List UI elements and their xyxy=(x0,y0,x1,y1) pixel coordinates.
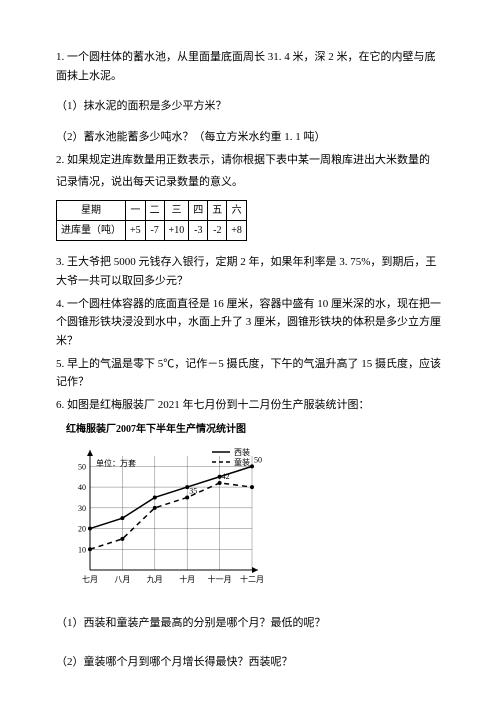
svg-text:单位：万套: 单位：万套 xyxy=(96,458,136,468)
cell-qty-header: 进库量（吨） xyxy=(57,221,126,241)
q6-sub2: （2）童装哪个月到哪个月增长得最快？西装呢？ xyxy=(56,653,444,672)
svg-text:30: 30 xyxy=(78,503,86,512)
q1-stem: 1. 一个圆柱体的蓄水池，从里面量底面周长 31. 4 米，深 2 米，在它的内… xyxy=(56,48,444,85)
cell-day: 一 xyxy=(126,201,146,221)
table-row: 星期 一 二 三 四 五 六 xyxy=(57,201,247,221)
svg-text:八月: 八月 xyxy=(114,575,130,584)
cell-qty: +8 xyxy=(227,221,247,241)
svg-text:十一月: 十一月 xyxy=(208,574,232,584)
cell-day: 六 xyxy=(227,201,247,221)
svg-text:50: 50 xyxy=(254,455,262,464)
cell-day-header: 星期 xyxy=(57,201,126,221)
q2-stem: 2. 如果规定进库数量用正数表示，请你根据下表中某一周粮库进出大米数量的 xyxy=(56,151,444,170)
q2-table: 星期 一 二 三 四 五 六 进库量（吨） +5 -7 +10 -3 -2 +8 xyxy=(56,200,247,241)
svg-text:西装: 西装 xyxy=(234,447,250,457)
q1-sub1: （1）抹水泥的面积是多少平方米？ xyxy=(56,97,444,116)
q6-sub1: （1）西装和童装产量最高的分别是哪个月？最低的呢？ xyxy=(56,614,444,633)
svg-text:童装: 童装 xyxy=(234,457,250,467)
svg-text:十月: 十月 xyxy=(179,574,195,584)
cell-qty: -3 xyxy=(189,221,208,241)
svg-text:50: 50 xyxy=(78,462,86,471)
svg-text:十二月: 十二月 xyxy=(240,574,264,584)
svg-text:20: 20 xyxy=(78,524,86,533)
q2-line2: 记录情况，说出每天记录数量的意义。 xyxy=(56,173,444,192)
svg-text:35: 35 xyxy=(189,486,197,495)
document-page: 1. 一个圆柱体的蓄水池，从里面量底面周长 31. 4 米，深 2 米，在它的内… xyxy=(0,0,500,696)
cell-qty: -2 xyxy=(208,221,227,241)
cell-qty: +10 xyxy=(164,221,189,241)
q6-chart-title: 红梅服装厂2007年下半年生产情况统计图 xyxy=(66,421,444,438)
q3: 3. 王大爷把 5000 元钱存入银行，定期 2 年，如果年利率是 3. 75%… xyxy=(56,253,444,290)
cell-day: 五 xyxy=(208,201,227,221)
svg-text:40: 40 xyxy=(78,483,86,492)
table-row: 进库量（吨） +5 -7 +10 -3 -2 +8 xyxy=(57,221,247,241)
cell-day: 四 xyxy=(189,201,208,221)
svg-text:七月: 七月 xyxy=(82,575,98,584)
q4: 4. 一个圆柱体容器的底面直径是 16 厘米，容器中盛有 10 厘米深的水，现在… xyxy=(56,295,444,351)
q6-chart: 10 20 30 40 50 七月 八月 九月 十月 十一月十二月 单位：万套 西装童装 50 35 42 xyxy=(56,440,266,590)
q1-sub2: （2）蓄水池能蓄多少吨水？（每立方米水约重 1. 1 吨） xyxy=(56,128,444,147)
svg-text:九月: 九月 xyxy=(147,575,163,584)
cell-qty: -7 xyxy=(145,221,164,241)
svg-text:42: 42 xyxy=(222,472,230,481)
q6-stem: 6. 如图是红梅服装厂 2021 年七月份到十二月份生产服装统计图： xyxy=(56,396,444,415)
q5: 5. 早上的气温是零下 5℃，记作－5 摄氏度，下午的气温升高了 15 摄氏度，… xyxy=(56,355,444,392)
cell-day: 二 xyxy=(145,201,164,221)
svg-text:10: 10 xyxy=(78,545,86,554)
q6-chart-wrap: 红梅服装厂2007年下半年生产情况统计图 10 20 30 40 50 七月 八月 九月 十月 十… xyxy=(56,421,444,597)
cell-qty: +5 xyxy=(126,221,146,241)
cell-day: 三 xyxy=(164,201,189,221)
